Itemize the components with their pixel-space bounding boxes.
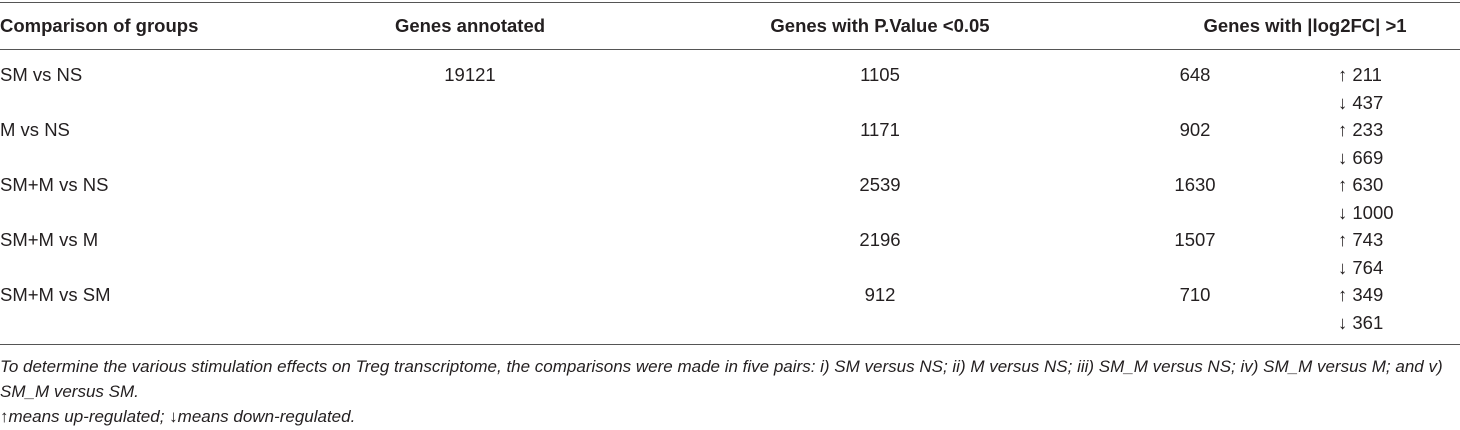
down-count: ↓ 764 (1338, 256, 1384, 278)
group-cell: SM+M vs M (0, 229, 99, 250)
column-header: Genes with |log2FC| >1 (1150, 2, 1460, 50)
log2fc-cell: 902 (1179, 119, 1211, 140)
pvalue-cell: 2539 (859, 174, 901, 195)
footnote: To determine the various stimulation eff… (0, 357, 1443, 401)
annotated-cell (330, 226, 610, 281)
down-count: ↓ 1000 (1338, 201, 1394, 223)
annotated-cell (330, 116, 610, 171)
group-cell: SM+M vs NS (0, 174, 109, 195)
header-row: Comparison of groups Genes annotated Gen… (0, 2, 1460, 50)
annotated-cell (330, 281, 610, 345)
pvalue-cell: 2196 (859, 229, 901, 250)
log2fc-cell: 1507 (1174, 229, 1216, 250)
data-table: Comparison of groups Genes annotated Gen… (0, 2, 1460, 345)
pvalue-cell: 912 (864, 284, 896, 305)
column-header: Genes annotated (330, 2, 610, 50)
table-row: SM+M vs SM 912 710 ↑ 349 ↓ 361 (0, 281, 1460, 345)
down-count: ↓ 437 (1338, 91, 1384, 113)
pvalue-cell: 1171 (860, 119, 900, 140)
direction-cell: ↑ 743 ↓ 764 (1240, 226, 1460, 281)
table-row: SM+M vs NS 2539 1630 ↑ 630 ↓ 1000 (0, 171, 1460, 226)
footnotes: To determine the various stimulation eff… (0, 354, 1450, 429)
pvalue-cell: 1105 (860, 64, 900, 85)
direction-cell: ↑ 233 ↓ 669 (1240, 116, 1460, 171)
up-count: ↑ 349 (1338, 284, 1384, 305)
up-count: ↑ 630 (1338, 174, 1384, 195)
group-cell: M vs NS (0, 119, 70, 140)
annotated-cell: 19121 (444, 64, 496, 85)
table-body: SM vs NS 19121 1105 648 ↑ 211 ↓ 437 M vs NS 117… (0, 50, 1460, 345)
log2fc-cell: 1630 (1174, 174, 1216, 195)
log2fc-cell: 648 (1179, 64, 1211, 85)
group-cell: SM vs NS (0, 64, 83, 85)
footnote: ↑means up-regulated; ↓means down-regulat… (0, 407, 356, 426)
table-row: SM+M vs M 2196 1507 ↑ 743 ↓ 764 (0, 226, 1460, 281)
direction-cell: ↑ 349 ↓ 361 (1240, 281, 1460, 345)
group-cell: SM+M vs SM (0, 284, 111, 305)
down-count: ↓ 669 (1338, 146, 1384, 168)
up-count: ↑ 233 (1338, 119, 1384, 140)
direction-cell: ↑ 211 ↓ 437 (1240, 50, 1460, 117)
down-count: ↓ 361 (1338, 311, 1384, 333)
table-row: SM vs NS 19121 1105 648 ↑ 211 ↓ 437 (0, 50, 1460, 117)
table-row: M vs NS 1171 902 ↑ 233 ↓ 669 (0, 116, 1460, 171)
annotated-cell (330, 171, 610, 226)
column-header: Genes with P.Value <0.05 (610, 2, 1150, 50)
up-count: ↑ 743 (1338, 229, 1384, 250)
log2fc-cell: 710 (1179, 284, 1211, 305)
up-count: ↑ 211 (1338, 64, 1382, 85)
column-header: Comparison of groups (0, 2, 330, 50)
direction-cell: ↑ 630 ↓ 1000 (1240, 171, 1460, 226)
